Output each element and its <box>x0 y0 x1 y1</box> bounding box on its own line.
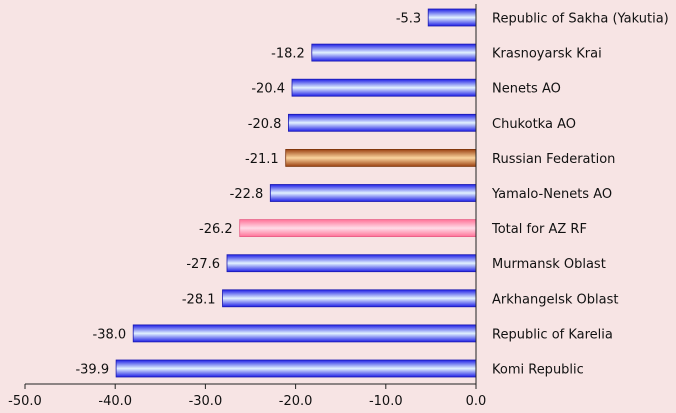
value-label: -26.2 <box>199 222 233 237</box>
category-label: Yamalo-Nenets AO <box>491 187 612 202</box>
bar-murmansk-oblast <box>226 254 477 273</box>
x-tick-label: -20.0 <box>279 394 313 409</box>
value-labels-group: -5.3 -18.2 -20.4 -20.8 -21.1 -22.8 -26.2 -27.6 -… <box>75 12 421 378</box>
bar-komi-republic <box>115 359 477 378</box>
category-label: Chukotka AO <box>492 117 576 132</box>
x-tick-label: 0.0 <box>466 394 487 409</box>
bars-group <box>115 8 477 378</box>
x-tick-label: -10.0 <box>369 394 403 409</box>
value-label: -18.2 <box>271 47 305 62</box>
bar-total-for-az-rf <box>239 219 477 238</box>
value-label: -20.8 <box>248 117 282 132</box>
bar-russian-federation <box>285 148 477 167</box>
value-label: -20.4 <box>251 82 285 97</box>
value-label: -38.0 <box>93 327 127 342</box>
category-label: Arkhangelsk Oblast <box>492 292 618 307</box>
category-label: Nenets AO <box>492 82 561 97</box>
value-label: -27.6 <box>186 257 220 272</box>
value-label: -21.1 <box>245 152 279 167</box>
x-axis: -50.0 -40.0 -30.0 -20.0 -10.0 0.0 <box>8 4 486 409</box>
bar-republic-of-sakha-yakutia <box>427 8 477 27</box>
category-label: Republic of Karelia <box>492 327 613 342</box>
x-tick-label: -30.0 <box>189 394 223 409</box>
value-label: -22.8 <box>230 187 264 202</box>
bar-chukotka-ao <box>287 113 477 132</box>
bar-yamalo-nenets-ao <box>269 184 477 202</box>
bar-nenets-ao <box>291 78 477 97</box>
value-label: -28.1 <box>182 292 216 307</box>
bar-arkhangelsk-oblast <box>222 289 477 308</box>
category-label: Komi Republic <box>492 363 584 378</box>
x-tick-label: -50.0 <box>8 394 42 409</box>
value-label: -5.3 <box>396 12 421 27</box>
x-tick-label: -40.0 <box>98 394 132 409</box>
value-label: -39.9 <box>75 363 109 378</box>
category-label: Murmansk Oblast <box>492 257 606 272</box>
bar-krasnoyarsk-krai <box>311 43 477 62</box>
bar-republic-of-karelia <box>132 324 477 343</box>
category-label: Russian Federation <box>492 152 615 167</box>
category-label: Total for AZ RF <box>491 222 587 237</box>
category-label: Krasnoyarsk Krai <box>492 47 602 62</box>
category-label: Republic of Sakha (Yakutia) <box>492 12 669 27</box>
category-labels-group: Republic of Sakha (Yakutia) Krasnoyarsk K… <box>491 12 669 378</box>
